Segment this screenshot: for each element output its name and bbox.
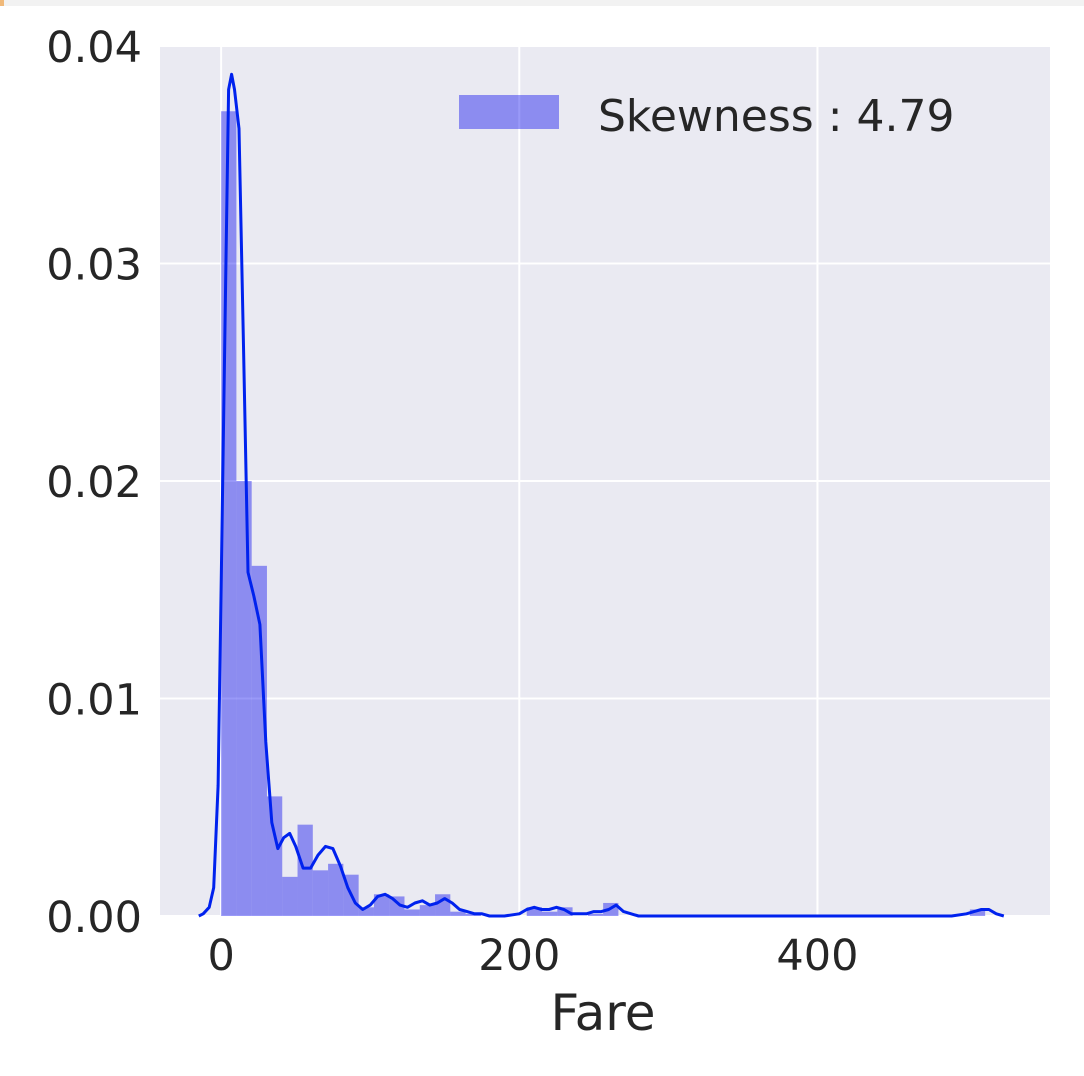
histogram-bars [221,111,986,916]
histogram-bar [266,796,283,916]
y-tick-label: 0.00 [46,893,142,943]
y-tick-labels: 0.00 0.01 0.02 0.03 0.04 [46,23,142,943]
legend-label: Skewness : 4.79 [598,91,954,142]
histogram-bar [236,481,252,916]
x-tick-label: 200 [478,931,560,981]
histogram-bar [358,907,374,916]
top-strip [0,0,1084,6]
histogram-bar [404,909,420,916]
histogram-bar [542,911,558,916]
grid-lines [160,45,1050,917]
histogram-bar [419,905,436,916]
histogram-bar [969,909,986,916]
histogram-bar [587,913,604,916]
histogram-bar [328,863,344,916]
legend-swatch [459,95,559,129]
y-tick-label: 0.02 [46,458,142,508]
histogram-bar [389,896,405,916]
histogram-bar [297,824,313,916]
histogram-bar [526,907,543,916]
x-tick-label: 400 [776,931,858,981]
x-tick-label: 0 [207,931,234,981]
x-axis-label: Fare [550,984,655,1042]
legend: Skewness : 4.79 [459,91,954,142]
histogram-bar [435,894,451,916]
histogram-bar [282,876,298,916]
kde-line [198,72,1005,918]
y-tick-label: 0.04 [46,23,142,73]
y-tick-label: 0.03 [46,241,142,291]
histogram-bar [312,870,329,916]
histogram-bar [251,565,267,916]
top-strip-accent [0,0,4,6]
x-tick-labels: 0 200 400 [207,931,858,981]
histogram-bar [373,894,390,916]
histogram-bar [450,911,466,916]
y-tick-label: 0.01 [46,676,142,726]
